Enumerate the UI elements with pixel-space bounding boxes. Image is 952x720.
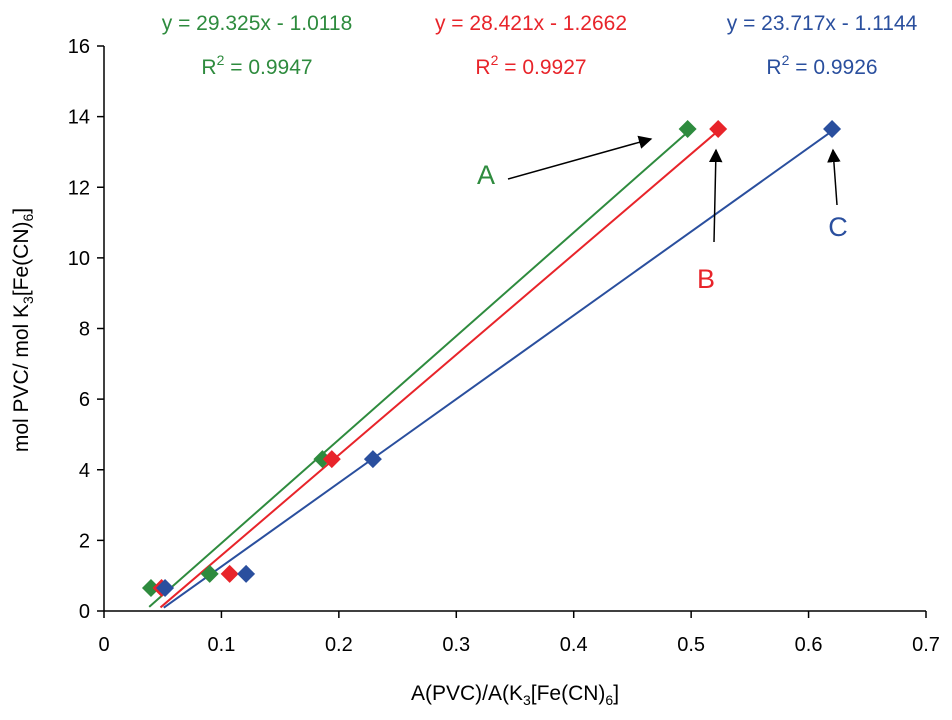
r2-c-text: R2 = 0.9926 — [766, 52, 877, 79]
y-tick-label: 16 — [68, 36, 90, 58]
equation-c: y = 23.717x - 1.1144 R2 = 0.9926 — [727, 12, 918, 79]
data-point-c-2 — [237, 564, 256, 583]
y-tick-label: 6 — [79, 389, 90, 411]
x-tick-label: 0.3 — [442, 634, 470, 656]
trendline-a — [148, 131, 689, 608]
x-tick-label: 0.5 — [677, 634, 705, 656]
x-tick-label: 0.2 — [325, 634, 353, 656]
equation-a: y = 29.325x - 1.0118 R2 = 0.9947 — [162, 12, 353, 79]
data-point-c-4 — [823, 119, 842, 138]
x-tick-label: 0.4 — [560, 634, 588, 656]
y-tick-label: 12 — [68, 177, 90, 199]
x-axis-title: A(PVC)/A(K3[Fe(CN)6] — [411, 682, 619, 708]
trendlines — [148, 130, 833, 609]
data-point-c-1 — [156, 579, 175, 598]
callout-label-b: B — [697, 264, 715, 294]
x-tick-label: 0.1 — [208, 634, 236, 656]
x-ticks: 0 0.1 0.2 0.3 0.4 0.5 0.6 0.7 — [98, 611, 940, 656]
callout-arrow-b — [708, 148, 723, 243]
data-point-a-3 — [313, 450, 332, 469]
data-point-b-4 — [709, 119, 728, 138]
data-points — [141, 119, 842, 598]
x-tick-label: 0.7 — [912, 634, 940, 656]
data-point-a-1 — [141, 579, 160, 598]
y-tick-label: 14 — [68, 107, 90, 129]
y-tick-label: 2 — [79, 530, 90, 552]
equation-a-text: y = 29.325x - 1.0118 — [162, 12, 353, 35]
y-ticks: 0 2 4 6 8 10 12 14 16 — [68, 36, 104, 623]
r2-a-text: R2 = 0.9947 — [201, 52, 312, 79]
callout-label-a: A — [477, 160, 495, 190]
data-point-b-2 — [220, 564, 239, 583]
callout-label-c: C — [828, 212, 848, 242]
x-tick-label: 0 — [98, 634, 109, 656]
x-tick-label: 0.6 — [795, 634, 823, 656]
y-tick-label: 10 — [68, 248, 90, 270]
trendline-b — [159, 130, 719, 609]
y-tick-label: 0 — [79, 601, 90, 623]
r2-b-text: R2 = 0.9927 — [475, 52, 586, 79]
callout-arrow-c — [827, 148, 841, 206]
trendline-c — [163, 130, 833, 609]
callout-arrow-a — [507, 135, 653, 180]
y-tick-label: 4 — [79, 460, 90, 482]
equation-b: y = 28.421x - 1.2662 R2 = 0.9927 — [435, 12, 627, 79]
data-point-b-3 — [322, 450, 341, 469]
axes — [103, 46, 926, 612]
data-point-a-4 — [678, 119, 697, 138]
y-axis-title: mol PVC/ mol K3[Fe(CN)6] — [10, 208, 36, 452]
data-point-c-3 — [363, 450, 382, 469]
equation-c-text: y = 23.717x - 1.1144 — [727, 12, 918, 35]
equation-b-text: y = 28.421x - 1.2662 — [435, 12, 627, 35]
data-point-a-2 — [200, 564, 219, 583]
y-tick-label: 8 — [79, 319, 90, 341]
